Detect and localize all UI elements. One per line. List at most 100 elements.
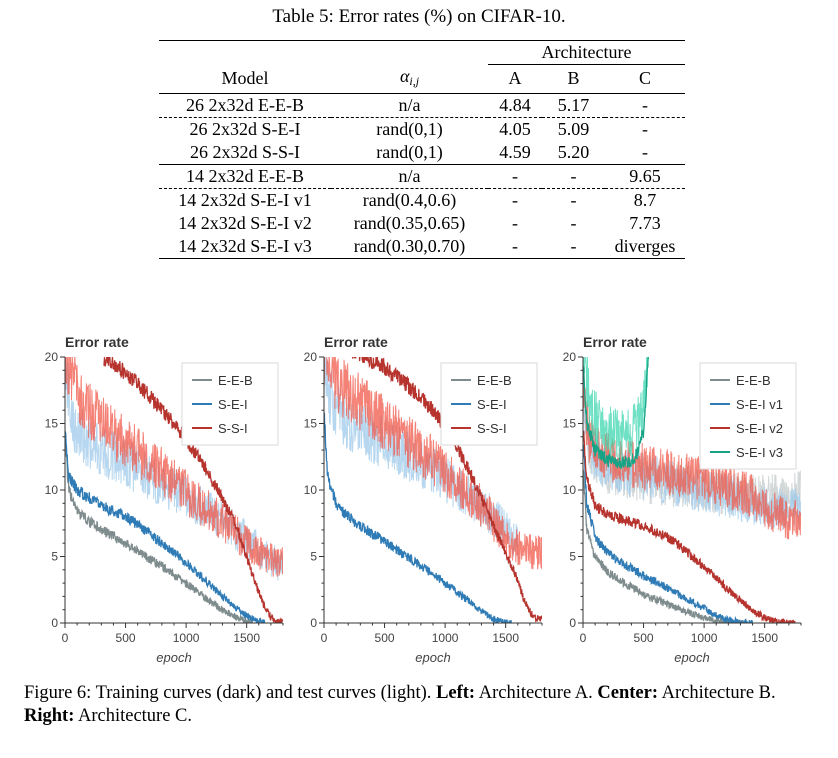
series-s-e-i-v1-train-line	[583, 443, 754, 623]
arch-c-header: C	[638, 68, 651, 89]
a-cell: 4.84	[488, 92, 542, 117]
y-tick-label: 15	[304, 417, 318, 431]
x-tick-label: 1500	[751, 631, 778, 645]
legend: E-E-B S-E-I S-S-I	[440, 362, 538, 446]
model-header: Model	[221, 68, 269, 88]
plot-area	[583, 357, 801, 623]
series-s-e-i-v3-train-line	[583, 357, 650, 469]
alpha-cell: rand(0,1)	[376, 141, 443, 162]
table-row: 14 2x32d S-E-I v2 rand(0.35,0.65) - - 7.…	[159, 212, 685, 235]
caption-left-label: Left:	[436, 683, 476, 703]
table-header-row-architecture: Architecture	[159, 40, 685, 65]
series-s-s-i-train-line	[351, 357, 542, 623]
a-cell: -	[488, 234, 542, 259]
chart-svg: Error rate 0 5 10 15 20 0 500 1000 1500 epoch E-E-B…	[304, 334, 543, 665]
figure-caption: Figure 6: Training curves (dark) and tes…	[24, 682, 824, 728]
model-cell: 14 2x32d S-E-I v3	[159, 234, 331, 259]
b-cell: 5.09	[542, 116, 605, 141]
arch-b-header: B	[567, 68, 580, 89]
legend-label: S-S-I	[477, 421, 507, 436]
c-cell: -	[605, 92, 685, 117]
y-tick-label: 0	[569, 616, 576, 630]
error-rate-table: Architecture Model αi,j A B C 26 2x32d E…	[159, 40, 685, 259]
x-tick-label: 0	[321, 631, 328, 645]
b-cell: 5.17	[542, 92, 605, 117]
c-cell: -	[642, 141, 648, 162]
series-s-e-i-train-line	[65, 430, 266, 623]
c-cell: -	[605, 116, 685, 141]
chart-architecture-b: Error rate 0 5 10 15 20 0 500 1000 1500 epoch E-E-B…	[279, 330, 559, 675]
x-axis-label: epoch	[156, 650, 191, 665]
alpha-cell: n/a	[331, 163, 488, 188]
x-tick-label: 1500	[233, 631, 260, 645]
y-tick-label: 10	[304, 483, 318, 497]
a-cell: 4.59	[499, 141, 531, 162]
a-cell: -	[512, 212, 518, 233]
table-row: 26 2x32d E-E-B n/a 4.84 5.17 -	[159, 92, 685, 117]
b-cell: 5.20	[557, 141, 590, 162]
y-tick-label: 15	[563, 417, 577, 431]
table-header-row: Model αi,j A B C	[159, 65, 685, 94]
model-cell: 26 2x32d S-S-I	[189, 141, 300, 162]
b-cell: -	[542, 187, 605, 212]
b-cell: -	[542, 234, 605, 259]
architecture-header: Architecture	[488, 40, 685, 65]
x-axis-label: epoch	[674, 650, 709, 665]
chart-svg: Error rate 0 5 10 15 20 0 500 1000 1500 epoch E-E-B…	[563, 334, 802, 665]
plot-area	[324, 357, 542, 623]
model-cell: 14 2x32d S-E-I v1	[159, 187, 331, 212]
table-row: 14 2x32d E-E-B n/a - - 9.65	[159, 163, 685, 188]
legend-label: E-E-B	[218, 373, 253, 388]
model-cell: 26 2x32d E-E-B	[159, 92, 331, 117]
alpha-cell: rand(0,1)	[331, 116, 488, 141]
series-e-e-b-train-line	[65, 443, 254, 623]
plot-area	[65, 357, 283, 623]
model-cell: 26 2x32d S-E-I	[159, 116, 331, 141]
alpha-cell: rand(0.35,0.65)	[353, 212, 466, 233]
b-cell: -	[570, 212, 577, 233]
caption-center-label: Center:	[597, 683, 658, 703]
y-tick-label: 15	[45, 417, 59, 431]
caption-left-text: Architecture A.	[475, 683, 598, 703]
x-tick-label: 1000	[432, 631, 459, 645]
y-tick-label: 5	[310, 550, 317, 564]
legend-label: S-E-I v3	[736, 445, 783, 460]
table-row: 14 2x32d S-E-I v3 rand(0.30,0.70) - - di…	[159, 234, 685, 259]
caption-center-text: Architecture B.	[657, 683, 776, 703]
x-tick-label: 500	[375, 631, 395, 645]
chart-title: Error rate	[583, 334, 647, 350]
series-s-e-i-v2-test-line	[583, 385, 801, 540]
a-cell: 4.05	[488, 116, 542, 141]
c-cell: 8.7	[605, 187, 685, 212]
alpha-cell: n/a	[331, 92, 488, 117]
legend-label: S-E-I	[218, 397, 248, 412]
x-tick-label: 500	[634, 631, 654, 645]
series-s-s-i-test-line	[324, 357, 542, 570]
x-tick-label: 0	[62, 631, 69, 645]
legend: E-E-B S-E-I S-S-I	[181, 362, 279, 446]
alpha-header: αi,j	[331, 65, 488, 94]
alpha-cell: rand(0.30,0.70)	[331, 234, 488, 259]
y-tick-label: 0	[51, 616, 58, 630]
table-row: 14 2x32d S-E-I v1 rand(0.4,0.6) - - 8.7	[159, 187, 685, 212]
x-tick-label: 1000	[691, 631, 718, 645]
table-row: 26 2x32d S-E-I rand(0,1) 4.05 5.09 -	[159, 116, 685, 141]
y-tick-label: 5	[569, 550, 576, 564]
series-s-e-i-train-line	[324, 412, 513, 623]
arch-a-header: A	[508, 68, 522, 89]
chart-architecture-c: Error rate 0 5 10 15 20 0 500 1000 1500 epoch E-E-B…	[538, 330, 818, 675]
x-tick-label: 500	[116, 631, 136, 645]
legend: E-E-B S-E-I v1 S-E-I v2 S-E-I v3	[699, 362, 797, 470]
c-cell: diverges	[605, 234, 685, 259]
alpha-subscript: i,j	[409, 73, 420, 88]
alpha-symbol: α	[399, 65, 410, 86]
series-s-s-i-test-line	[65, 357, 283, 577]
y-tick-label: 10	[563, 483, 577, 497]
y-tick-label: 10	[45, 483, 59, 497]
caption-right-label: Right:	[24, 706, 75, 726]
x-tick-label: 1500	[492, 631, 519, 645]
y-tick-label: 0	[310, 616, 317, 630]
table-caption: Table 5: Error rates (%) on CIFAR-10.	[272, 6, 566, 27]
a-cell: -	[488, 163, 542, 188]
legend-label: S-E-I	[477, 397, 507, 412]
